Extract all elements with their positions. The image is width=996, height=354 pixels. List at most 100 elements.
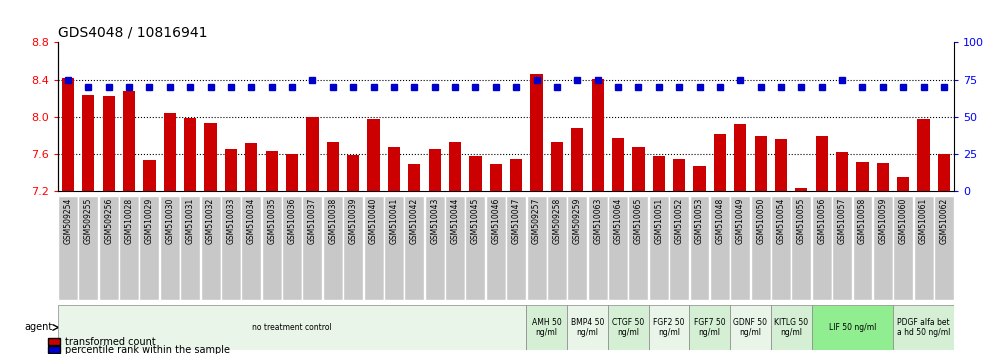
Bar	[408, 164, 420, 191]
Text: GSM510045: GSM510045	[471, 198, 480, 244]
Text: GSM510030: GSM510030	[165, 198, 174, 244]
Text: GSM510063: GSM510063	[594, 198, 603, 244]
Text: GSM510035: GSM510035	[267, 198, 276, 244]
Text: FGF7 50
ng/ml: FGF7 50 ng/ml	[694, 318, 725, 337]
FancyBboxPatch shape	[180, 196, 200, 300]
FancyBboxPatch shape	[99, 196, 119, 300]
FancyBboxPatch shape	[710, 196, 730, 300]
FancyBboxPatch shape	[771, 196, 791, 300]
FancyBboxPatch shape	[628, 196, 648, 300]
Text: GSM510033: GSM510033	[226, 198, 235, 244]
Bar	[225, 149, 237, 191]
Text: GSM509255: GSM509255	[84, 198, 93, 244]
Bar	[755, 136, 767, 191]
Bar	[571, 128, 584, 191]
Bar	[83, 95, 95, 191]
Text: GSM510057: GSM510057	[838, 198, 847, 244]
Bar	[876, 163, 889, 191]
Text: GSM510039: GSM510039	[349, 198, 358, 244]
Text: GSM510059: GSM510059	[878, 198, 887, 244]
FancyBboxPatch shape	[58, 306, 526, 349]
Bar	[652, 156, 665, 191]
FancyBboxPatch shape	[608, 196, 628, 300]
FancyBboxPatch shape	[221, 196, 241, 300]
Text: GSM510029: GSM510029	[145, 198, 154, 244]
Text: GSM510061: GSM510061	[919, 198, 928, 244]
Text: KITLG 50
ng/ml: KITLG 50 ng/ml	[774, 318, 808, 337]
FancyBboxPatch shape	[58, 196, 78, 300]
Bar	[592, 79, 604, 191]
FancyBboxPatch shape	[527, 196, 547, 300]
Bar	[368, 119, 379, 191]
Bar	[551, 142, 563, 191]
Bar	[612, 138, 624, 191]
Text: GSM510041: GSM510041	[389, 198, 398, 244]
Bar	[428, 149, 441, 191]
Text: PDGF alfa bet
a hd 50 ng/ml: PDGF alfa bet a hd 50 ng/ml	[897, 318, 950, 337]
Text: GSM510051: GSM510051	[654, 198, 663, 244]
FancyBboxPatch shape	[344, 196, 364, 300]
Text: CTGF 50
ng/ml: CTGF 50 ng/ml	[613, 318, 644, 337]
Bar	[816, 136, 828, 191]
Bar	[938, 154, 950, 191]
FancyBboxPatch shape	[404, 196, 424, 300]
Text: GSM510046: GSM510046	[491, 198, 500, 244]
Bar	[510, 159, 522, 191]
Text: GSM510060: GSM510060	[898, 198, 907, 244]
FancyBboxPatch shape	[648, 196, 668, 300]
FancyBboxPatch shape	[872, 196, 892, 300]
Bar	[836, 152, 849, 191]
Text: GSM510031: GSM510031	[185, 198, 194, 244]
FancyBboxPatch shape	[200, 196, 220, 300]
Bar	[449, 142, 461, 191]
FancyBboxPatch shape	[364, 196, 383, 300]
Text: GSM510049: GSM510049	[736, 198, 745, 244]
FancyBboxPatch shape	[689, 196, 709, 300]
Text: GSM510043: GSM510043	[430, 198, 439, 244]
Text: GSM509258: GSM509258	[553, 198, 562, 244]
FancyBboxPatch shape	[547, 196, 567, 300]
Bar	[123, 91, 135, 191]
Text: GSM510050: GSM510050	[756, 198, 765, 244]
Bar	[531, 74, 543, 191]
Text: GSM510038: GSM510038	[329, 198, 338, 244]
Bar	[286, 154, 298, 191]
Text: GDNF 50
ng/ml: GDNF 50 ng/ml	[733, 318, 768, 337]
Text: GSM510036: GSM510036	[288, 198, 297, 244]
Bar	[307, 117, 319, 191]
FancyBboxPatch shape	[771, 306, 812, 349]
Bar	[204, 123, 217, 191]
FancyBboxPatch shape	[568, 196, 588, 300]
Bar	[163, 113, 176, 191]
FancyBboxPatch shape	[120, 196, 139, 300]
Text: FGF2 50
ng/ml: FGF2 50 ng/ml	[653, 318, 684, 337]
Text: GDS4048 / 10816941: GDS4048 / 10816941	[58, 26, 207, 40]
FancyBboxPatch shape	[669, 196, 689, 300]
FancyBboxPatch shape	[792, 196, 812, 300]
FancyBboxPatch shape	[506, 196, 526, 300]
FancyBboxPatch shape	[383, 196, 404, 300]
Text: GSM510055: GSM510055	[797, 198, 806, 244]
FancyBboxPatch shape	[934, 196, 954, 300]
FancyBboxPatch shape	[424, 196, 444, 300]
FancyBboxPatch shape	[323, 196, 343, 300]
Bar	[734, 124, 746, 191]
FancyBboxPatch shape	[832, 196, 853, 300]
FancyBboxPatch shape	[303, 196, 323, 300]
Bar	[62, 78, 74, 191]
FancyBboxPatch shape	[139, 196, 159, 300]
Bar	[693, 166, 705, 191]
FancyBboxPatch shape	[751, 196, 771, 300]
FancyBboxPatch shape	[445, 196, 465, 300]
FancyBboxPatch shape	[567, 306, 608, 349]
Text: GSM509257: GSM509257	[532, 198, 541, 244]
Bar	[917, 119, 929, 191]
Text: GSM510056: GSM510056	[818, 198, 827, 244]
Text: GSM510052: GSM510052	[674, 198, 683, 244]
Bar	[347, 155, 360, 191]
Text: GSM510028: GSM510028	[124, 198, 133, 244]
Text: GSM510053: GSM510053	[695, 198, 704, 244]
FancyBboxPatch shape	[588, 196, 608, 300]
FancyBboxPatch shape	[730, 196, 750, 300]
FancyBboxPatch shape	[689, 306, 730, 349]
